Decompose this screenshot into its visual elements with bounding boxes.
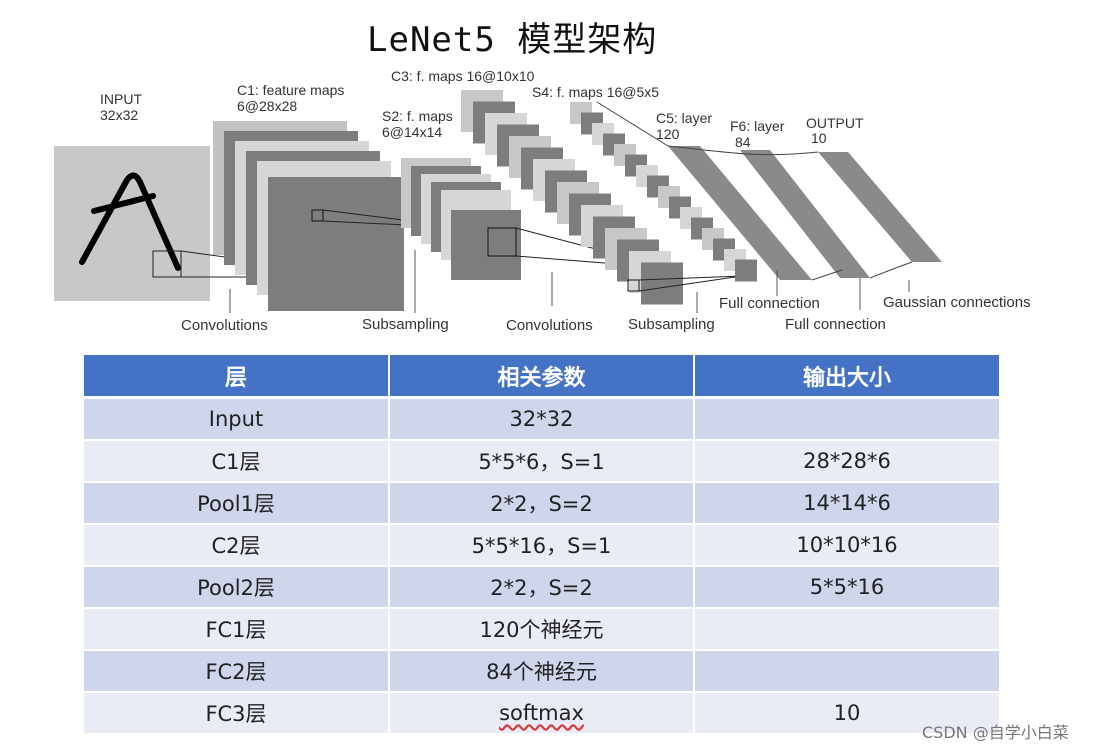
table-header-row: 层 相关参数 输出大小 [84, 355, 999, 399]
f6-size: 84 [735, 134, 751, 150]
op-subsampling-1: Subsampling [362, 316, 449, 333]
feature-map-sheet [735, 259, 757, 282]
cell-layer: C1层 [84, 440, 390, 483]
output-label: OUTPUT [806, 115, 864, 131]
cell-params: 120个神经元 [389, 608, 695, 651]
c3-label: C3: f. maps 16@10x10 [391, 68, 535, 84]
feature-map-sheet [641, 262, 683, 305]
cell-output [694, 608, 999, 651]
cell-output: 28*28*6 [694, 440, 999, 483]
cell-layer: C2层 [84, 524, 390, 567]
s2-size: 6@14x14 [382, 124, 442, 140]
table-row: Pool1层 2*2，S=2 14*14*6 [84, 482, 999, 525]
table-row: FC2层 84个神经元 [84, 650, 999, 693]
cell-params: 32*32 [389, 397, 695, 441]
op-full-connection-1: Full connection [719, 295, 820, 312]
cell-layer: FC2层 [84, 650, 390, 693]
cell-layer: Input [84, 397, 390, 441]
layer-parameters-table: 层 相关参数 输出大小 Input 32*32 C1层 5*5*6，S=1 28… [84, 355, 999, 735]
page-title: LeNet5 模型架构 [367, 20, 658, 60]
op-full-connection-2: Full connection [785, 316, 886, 333]
lenet5-architecture-diagram: INPUT 32x32 C1: feature maps 6@28x28 C3:… [54, 68, 1031, 334]
op-convolutions-1: Convolutions [181, 317, 268, 334]
receptive-field-box [627, 279, 640, 292]
fully-connected-layers [596, 101, 942, 281]
header-layer: 层 [84, 355, 390, 399]
table-row: FC3层 softmax 10 [84, 692, 999, 735]
f6-label: F6: layer [730, 118, 785, 134]
table-row: Input 32*32 [84, 397, 999, 441]
cell-output [694, 397, 999, 441]
watermark: CSDN @自学小白菜 [922, 723, 1069, 742]
cell-params: 2*2，S=2 [389, 566, 695, 609]
cell-layer: FC1层 [84, 608, 390, 651]
cell-output: 5*5*16 [694, 566, 999, 609]
table-row: C1层 5*5*6，S=1 28*28*6 [84, 440, 999, 483]
s2-feature-maps [401, 158, 669, 280]
cell-params: 84个神经元 [389, 650, 695, 693]
table-row: C2层 5*5*16，S=1 10*10*16 [84, 524, 999, 567]
s2-label: S2: f. maps [382, 108, 453, 124]
op-gaussian-connections: Gaussian connections [883, 294, 1031, 311]
table-row: FC1层 120个神经元 [84, 608, 999, 651]
cell-layer: Pool2层 [84, 566, 390, 609]
output-size: 10 [811, 130, 827, 146]
cell-layer: FC3层 [84, 692, 390, 735]
cell-layer: Pool1层 [84, 482, 390, 525]
c1-label: C1: feature maps [237, 82, 344, 98]
spellcheck-underlined-text: softmax [499, 701, 584, 725]
c5-label: C5: layer [656, 110, 712, 126]
c5-size: 120 [656, 126, 680, 142]
c1-feature-maps [213, 121, 469, 311]
c3-feature-maps [461, 90, 743, 305]
header-output-size: 输出大小 [694, 355, 999, 399]
c1-size: 6@28x28 [237, 98, 297, 114]
cell-output: 14*14*6 [694, 482, 999, 525]
s4-feature-maps [570, 102, 757, 282]
projection-lines [638, 275, 743, 292]
s4-label: S4: f. maps 16@5x5 [532, 84, 659, 100]
cell-output: 10 [694, 692, 999, 735]
cell-params: softmax [389, 692, 695, 735]
table-row: Pool2层 2*2，S=2 5*5*16 [84, 566, 999, 609]
cell-params: 2*2，S=2 [389, 482, 695, 525]
input-label: INPUT [100, 91, 142, 107]
cell-params: 5*5*16，S=1 [389, 524, 695, 567]
cell-output: 10*10*16 [694, 524, 999, 567]
op-subsampling-2: Subsampling [628, 316, 715, 333]
op-convolutions-2: Convolutions [506, 317, 593, 334]
cell-params: 5*5*6，S=1 [389, 440, 695, 483]
header-params: 相关参数 [389, 355, 695, 399]
input-size: 32x32 [100, 107, 138, 123]
cell-output [694, 650, 999, 693]
